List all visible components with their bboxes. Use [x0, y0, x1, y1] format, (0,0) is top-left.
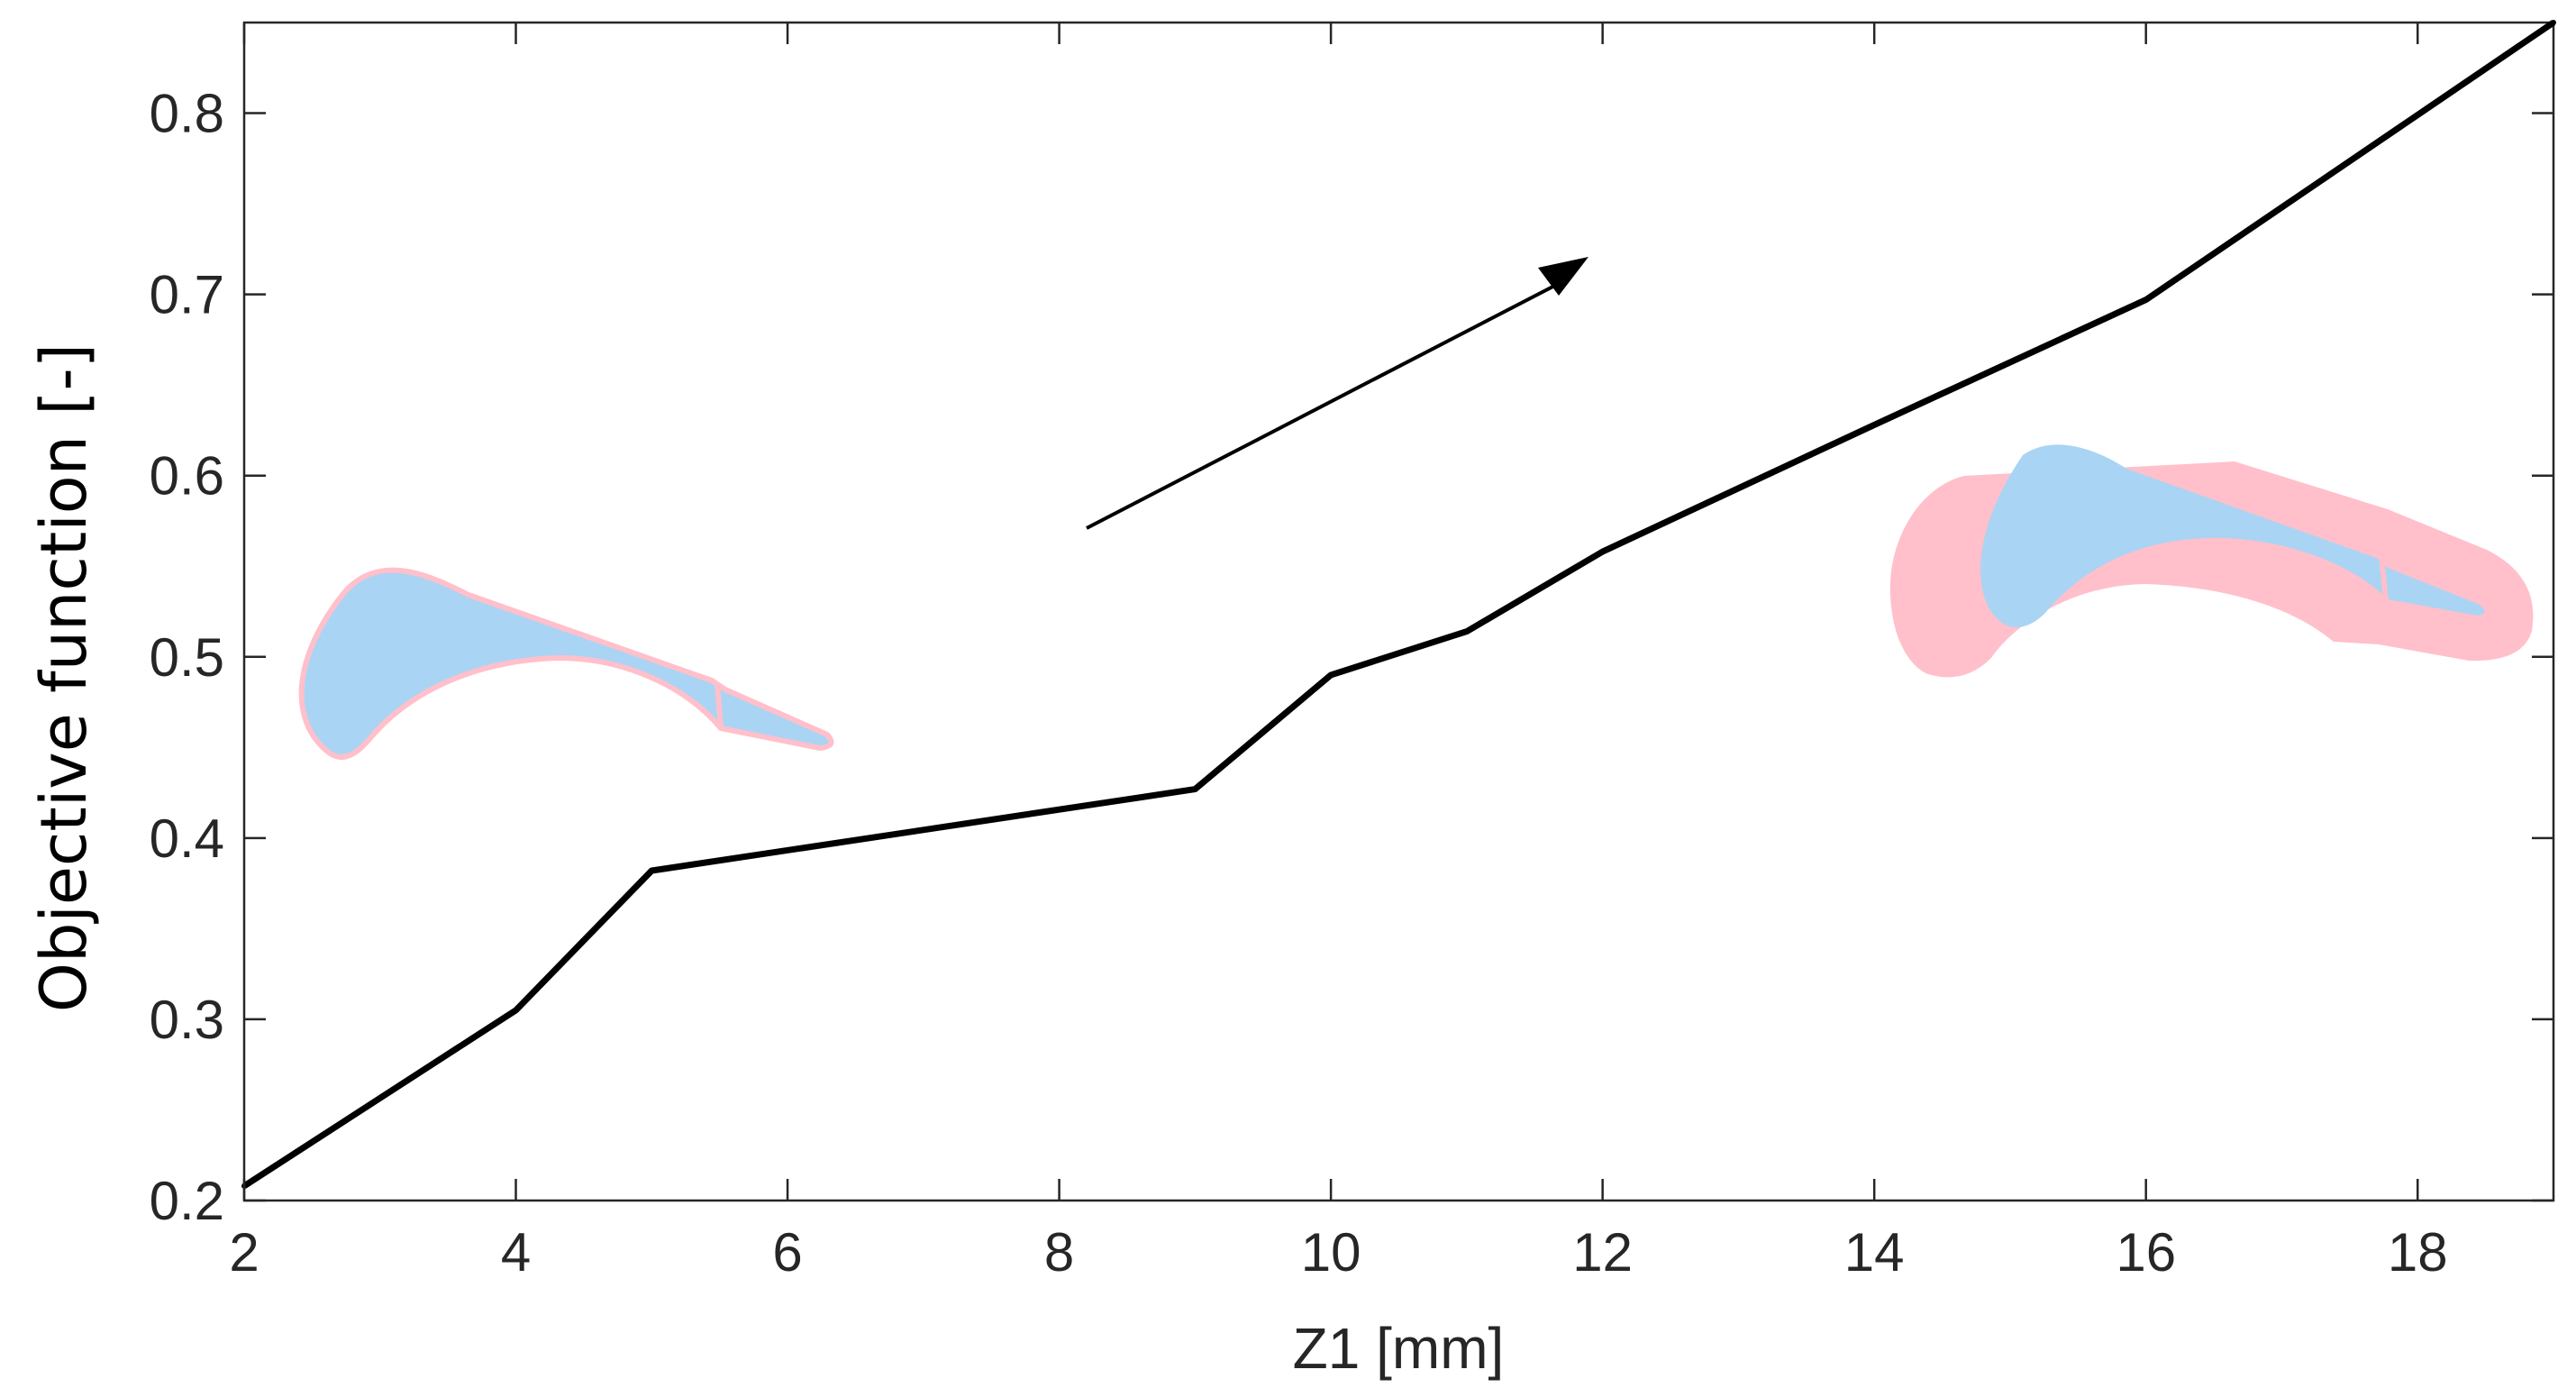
data-point	[649, 868, 655, 874]
y-tick-label: 0.4	[150, 808, 224, 869]
data-point	[1192, 786, 1198, 792]
x-tick-label: 14	[1844, 1222, 1905, 1283]
thick-hollow-section-shape	[1889, 444, 2534, 678]
data-point	[513, 1007, 519, 1013]
x-axis-label: Z1 [mm]	[1293, 1316, 1505, 1381]
data-point	[1463, 628, 1470, 635]
data-point	[2143, 297, 2149, 303]
y-tick-label: 0.8	[150, 84, 224, 144]
x-tick-label: 10	[1301, 1222, 1361, 1283]
x-tick-label: 12	[1572, 1222, 1633, 1283]
x-tick-label: 18	[2388, 1222, 2448, 1283]
data-point	[1599, 549, 1606, 555]
y-tick-label: 0.2	[150, 1171, 224, 1231]
y-tick-label: 0.6	[150, 446, 224, 507]
x-tick-label: 4	[501, 1222, 531, 1283]
thin-hollow-section-shape	[298, 567, 834, 760]
data-point	[1871, 422, 1878, 428]
y-tick-label: 0.7	[150, 265, 224, 325]
x-tick-label: 8	[1044, 1222, 1074, 1283]
y-axis-label: Objective function [-]	[27, 343, 101, 1012]
trend-arrow	[1086, 257, 1588, 530]
x-tick-label: 6	[772, 1222, 802, 1283]
data-point	[2551, 20, 2556, 25]
plot-frame	[242, 21, 2555, 1202]
x-tick-label: 2	[229, 1222, 259, 1283]
x-tick-label: 16	[2116, 1222, 2176, 1283]
series-line	[242, 20, 2555, 1189]
y-tick-label: 0.3	[150, 990, 224, 1050]
y-tick-label: 0.5	[150, 627, 224, 688]
data-point	[1328, 671, 1334, 678]
